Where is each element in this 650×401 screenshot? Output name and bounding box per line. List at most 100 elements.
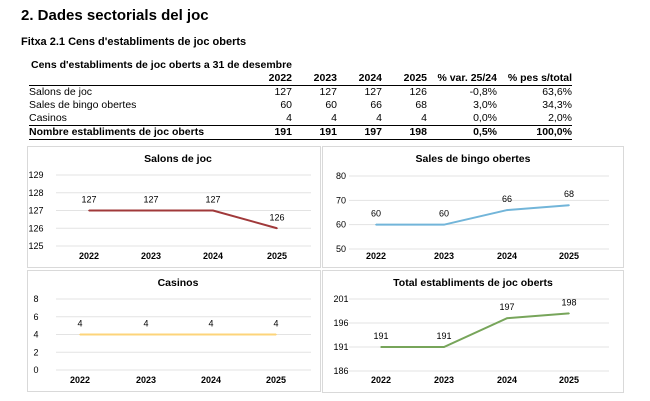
y-tick-label: 127 — [28, 206, 43, 216]
x-tick-label: 2025 — [267, 251, 287, 261]
data-point — [443, 346, 445, 348]
header-cell: 2025 — [382, 72, 427, 86]
y-tick-label: 125 — [28, 241, 43, 251]
y-tick-label: 191 — [333, 342, 348, 352]
chart-casinos: Casinos 0 2 4 6 8 4 2022 4 2023 4 2024 4 2025 — [27, 270, 321, 392]
y-tick-label: 201 — [333, 294, 348, 304]
table-header-row: 2022 2023 2024 2025 % var. 25/24 % pes s… — [29, 72, 572, 86]
section-heading: 2. Dades sectorials del joc — [21, 7, 209, 24]
cell: 126 — [409, 86, 427, 98]
data-point — [380, 346, 382, 348]
y-tick-label: 126 — [28, 223, 43, 233]
x-tick-label: 2023 — [434, 251, 454, 261]
census-table: 2022 2023 2024 2025 % var. 25/24 % pes s… — [29, 72, 572, 140]
header-cell: 2022 — [247, 72, 292, 86]
data-point — [275, 333, 277, 336]
chart-title: Casinos — [158, 277, 199, 289]
y-tick-label: 0 — [33, 365, 38, 375]
cell: 0,5% — [427, 125, 497, 140]
x-tick-label: 2024 — [203, 251, 223, 261]
data-label: 4 — [77, 319, 82, 329]
cell: 191 — [292, 125, 337, 140]
data-point — [506, 209, 508, 211]
data-point — [210, 333, 212, 336]
data-label: 4 — [143, 319, 148, 329]
cell: 0,0% — [473, 112, 497, 124]
table-total-row: Nombre establiments de joc oberts 191 191 1… — [29, 125, 572, 140]
data-label: 60 — [371, 209, 381, 219]
x-tick-label: 2022 — [366, 251, 386, 261]
cell: 191 — [247, 125, 292, 140]
data-point — [145, 333, 147, 336]
x-tick-label: 2025 — [266, 375, 286, 385]
y-tick-label: 60 — [336, 220, 346, 230]
data-label: 191 — [373, 331, 388, 341]
chart-svg: Casinos 0 2 4 6 8 4 2022 4 2023 4 2024 4 2025 — [33, 277, 311, 385]
data-point — [79, 333, 81, 336]
cell: Nombre establiments de joc oberts — [29, 125, 247, 140]
chart-svg: Sales de bingo obertes 50 60 70 80 60 2022 60 20… — [336, 153, 609, 261]
data-label: 127 — [143, 195, 158, 205]
cell: 63,6% — [542, 86, 572, 98]
series-line — [376, 204, 570, 226]
y-tick-label: 196 — [333, 318, 348, 328]
data-label: 197 — [499, 302, 514, 312]
data-label: 4 — [273, 319, 278, 329]
figure-heading: Fitxa 2.1 Cens d'establiments de joc obe… — [21, 36, 247, 48]
x-tick-label: 2023 — [136, 375, 156, 385]
cell: 4 — [286, 112, 292, 124]
data-label: 127 — [205, 195, 220, 205]
data-point — [212, 209, 214, 212]
data-label: 126 — [269, 212, 284, 222]
data-point — [506, 317, 508, 319]
data-point — [375, 223, 377, 226]
y-tick-label: 4 — [33, 330, 38, 340]
x-tick-label: 2025 — [559, 375, 579, 385]
header-cell: % var. 25/24 — [427, 72, 497, 86]
y-tick-label: 129 — [28, 170, 43, 180]
x-tick-label: 2022 — [70, 375, 90, 385]
y-tick-label: 2 — [33, 347, 38, 357]
cell: 197 — [337, 125, 382, 140]
cell: 66 — [370, 99, 382, 111]
chart-svg: Total establiments de joc oberts 186 191 19… — [333, 277, 609, 385]
x-tick-label: 2024 — [201, 375, 221, 385]
data-label: 198 — [561, 297, 576, 307]
data-point — [276, 227, 278, 230]
cell: 127 — [319, 86, 337, 98]
cell: Sales de bingo obertes — [29, 99, 137, 111]
x-tick-label: 2025 — [559, 251, 579, 261]
data-point — [568, 204, 570, 206]
data-point — [88, 209, 90, 212]
y-tick-label: 186 — [333, 366, 348, 376]
cell: 34,3% — [542, 99, 572, 111]
table-title: Cens d'establiments de joc oberts a 31 d… — [31, 59, 293, 71]
x-tick-label: 2024 — [497, 251, 517, 261]
header-cell — [29, 72, 247, 86]
x-tick-label: 2022 — [371, 375, 391, 385]
data-label: 66 — [502, 194, 512, 204]
data-point — [150, 209, 152, 212]
cell: 198 — [382, 125, 427, 140]
chart-sales-de-bingo: Sales de bingo obertes 50 60 70 80 60 2022 60 20… — [322, 146, 624, 268]
x-tick-label: 2023 — [434, 375, 454, 385]
cell: 60 — [280, 99, 292, 111]
chart-total-establiments: Total establiments de joc oberts 186 191 19… — [322, 270, 624, 393]
cell: 4 — [376, 112, 382, 124]
y-tick-label: 8 — [33, 294, 38, 304]
table-row: Casinos 4 4 4 4 0,0% 2,0% — [29, 112, 572, 126]
cell: 3,0% — [473, 99, 497, 111]
cell: 4 — [331, 112, 337, 124]
x-tick-label: 2022 — [79, 251, 99, 261]
data-point — [443, 223, 445, 226]
y-tick-label: 6 — [33, 312, 38, 322]
y-tick-label: 50 — [336, 244, 346, 254]
data-label: 4 — [208, 319, 213, 329]
y-tick-label: 80 — [336, 171, 346, 181]
x-tick-label: 2024 — [497, 375, 517, 385]
cell: Casinos — [29, 112, 67, 124]
cell: Salons de joc — [29, 86, 93, 98]
chart-title: Salons de joc — [144, 153, 212, 165]
cell: 4 — [421, 112, 427, 124]
chart-svg: Salons de joc 125 126 127 128 129 127 2022 127 20… — [28, 153, 311, 261]
